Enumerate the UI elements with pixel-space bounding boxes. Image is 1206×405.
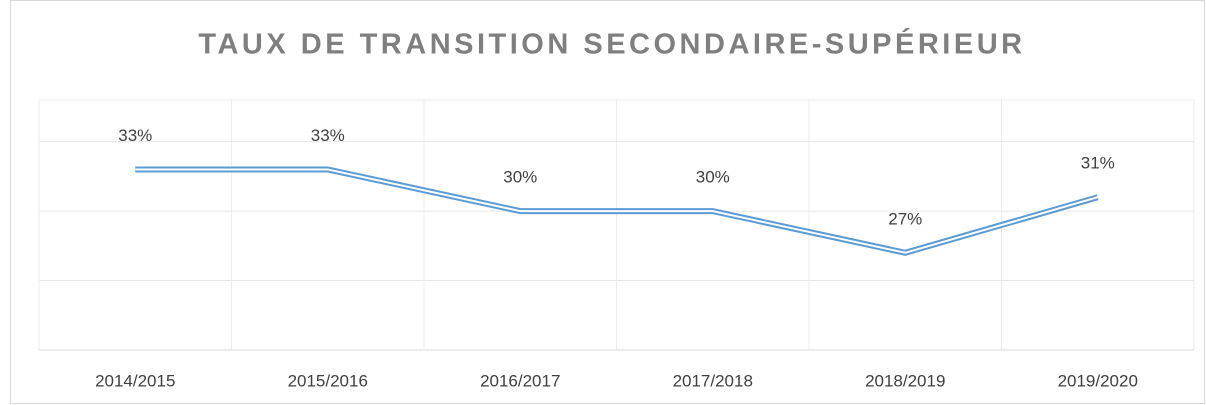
x-tick-label: 2017/2018 <box>673 371 753 390</box>
data-label: 27% <box>888 209 922 228</box>
data-label: 30% <box>696 168 730 187</box>
x-tick-label: 2016/2017 <box>480 371 560 390</box>
x-tick-label: 2018/2019 <box>865 371 945 390</box>
data-label: 33% <box>311 126 345 145</box>
line-inner <box>135 168 1099 254</box>
data-label: 31% <box>1081 154 1115 173</box>
x-tick-label: 2015/2016 <box>288 371 368 390</box>
data-label: 33% <box>118 126 152 145</box>
chart-border <box>10 0 1205 404</box>
x-tick-label: 2014/2015 <box>95 371 175 390</box>
x-tick-label: 2019/2020 <box>1058 371 1138 390</box>
chart-title: TAUX DE TRANSITION SECONDAIRE-SUPÉRIEUR <box>198 27 1025 61</box>
data-label: 30% <box>503 168 537 187</box>
